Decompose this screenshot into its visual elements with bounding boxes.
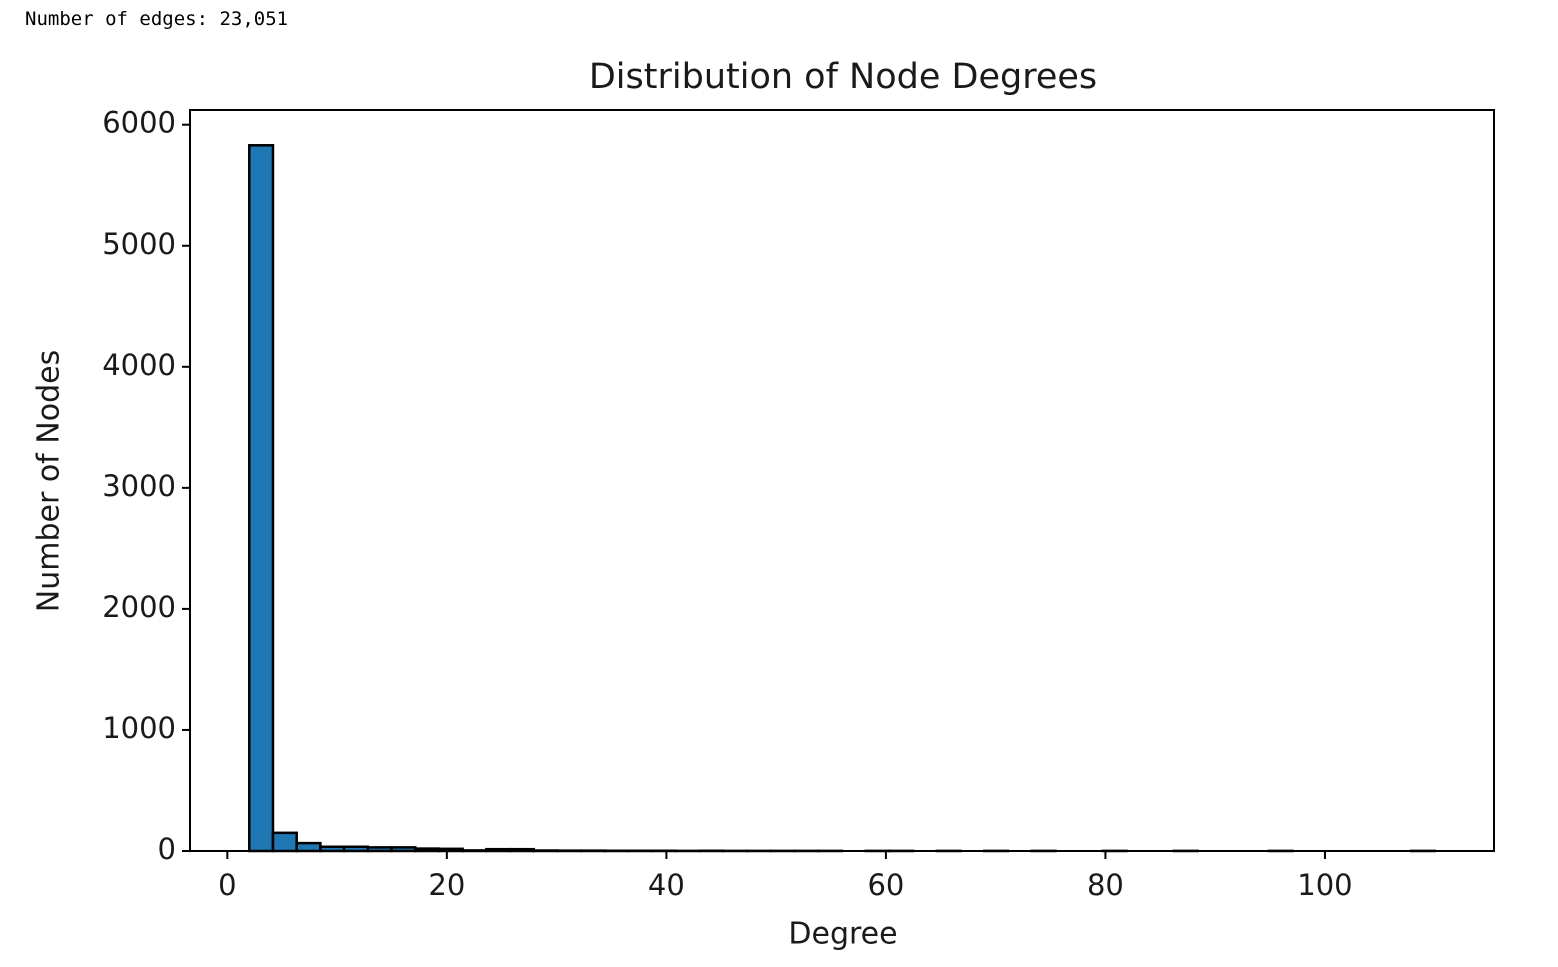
- x-axis-label: Degree: [788, 917, 897, 952]
- x-tick-label: 100: [1297, 868, 1352, 902]
- y-tick-label: 0: [158, 832, 176, 866]
- y-tick-label: 3000: [102, 469, 176, 503]
- y-tick-label: 4000: [102, 348, 176, 382]
- x-tick-label: 60: [867, 868, 904, 902]
- y-tick-label: 2000: [102, 590, 176, 624]
- x-tick-label: 80: [1087, 868, 1124, 902]
- chart-title: Distribution of Node Degrees: [589, 57, 1097, 97]
- x-tick-label: 0: [218, 868, 236, 902]
- bar: [295, 841, 322, 853]
- bar: [248, 144, 275, 853]
- output-text: Number of edges: 23,051: [25, 8, 289, 30]
- y-tick-label: 6000: [102, 106, 176, 140]
- plot-frame: [189, 109, 1495, 852]
- y-tick-label: 5000: [102, 227, 176, 261]
- x-tick-label: 20: [428, 868, 465, 902]
- y-tick-label: 1000: [102, 711, 176, 745]
- x-tick-label: 40: [648, 868, 685, 902]
- bar: [271, 831, 298, 853]
- y-axis-label: Number of Nodes: [32, 350, 67, 612]
